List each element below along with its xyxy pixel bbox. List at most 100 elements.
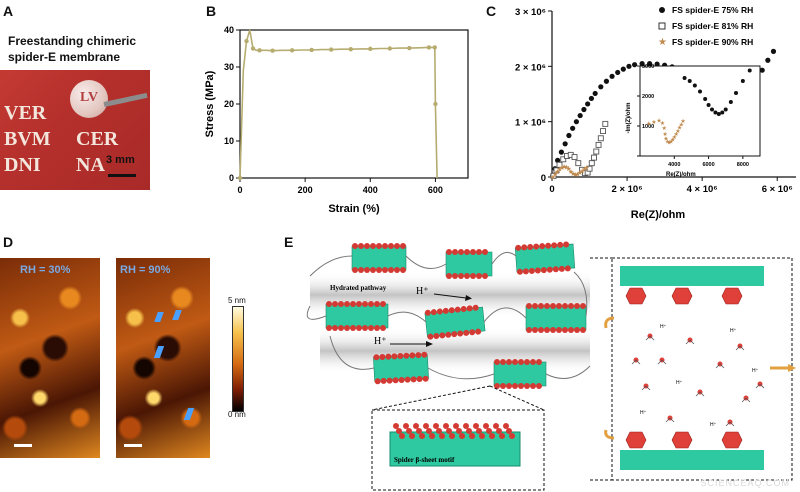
residue-bottom (380, 377, 387, 384)
ion-label-3: H⁺ (752, 368, 759, 374)
inset-point-90: ★ (662, 131, 667, 138)
residue-top (368, 301, 374, 307)
residue-top (580, 303, 586, 309)
residue-bottom (376, 267, 382, 273)
afm-scale-bar-30 (14, 444, 32, 447)
residue-bottom (530, 383, 536, 389)
c-point-75 (626, 63, 632, 69)
residue-top (379, 353, 386, 360)
peptide-strand (545, 365, 591, 379)
b-data-point (368, 46, 373, 52)
residue-top (382, 243, 388, 249)
water-bond (665, 417, 671, 423)
residue-bottom (398, 376, 405, 383)
motif-residue (479, 433, 485, 439)
residue-bottom (534, 267, 541, 274)
residue-top (446, 249, 452, 255)
afm-image-30: RH = 30% (0, 258, 100, 458)
c-ytick-label: 3 × 10⁶ (515, 7, 546, 18)
residue-bottom (494, 383, 500, 389)
schematic-diagram: Hydrated pathway H⁺ H⁺ Spider β-sheet mo… (306, 241, 796, 491)
c-xtick-label: 4 × 10⁶ (687, 184, 718, 195)
b-ytick-label: 20 (224, 99, 234, 109)
charged-residue (671, 287, 693, 305)
residue-top (551, 242, 558, 249)
residue-bottom (392, 377, 399, 384)
legend-75: FS spider-E 75% RH (672, 5, 753, 15)
residue-bottom (526, 327, 532, 333)
c-point-75 (770, 48, 777, 54)
motif-residue (449, 433, 455, 439)
beta-sheet-block (424, 304, 486, 340)
c-point-75 (573, 119, 579, 125)
c-point-75 (654, 61, 660, 67)
nyquist-xlabel: Re(Z)/ohm (631, 209, 686, 221)
residue-top (464, 249, 470, 255)
c-xtick-label: 0 (549, 184, 554, 195)
residue-top (409, 352, 416, 359)
b-xtick-label: 0 (237, 185, 242, 195)
colorbar-bottom-label: 0 nm (228, 410, 246, 419)
residue-top (470, 249, 476, 255)
residue-bottom (344, 325, 350, 331)
photo-letters-3: DNI (4, 154, 41, 176)
inset-point-90: ★ (670, 137, 675, 144)
residue-top (472, 304, 479, 311)
charged-residue (625, 431, 647, 449)
inset-point-90: ★ (651, 119, 656, 126)
residue-bottom (416, 376, 423, 383)
motif-residue (509, 433, 515, 439)
residue-top (424, 309, 431, 316)
residue-top (530, 359, 536, 365)
inset-point-90: ★ (656, 118, 661, 125)
peptide-strand (573, 271, 588, 317)
water-bond (669, 417, 675, 423)
legend-marker-81 (658, 22, 666, 30)
residue-bottom (482, 273, 488, 279)
inset-point-75 (734, 91, 738, 95)
residue-top (448, 307, 455, 314)
motif-residue (436, 428, 442, 434)
residue-top (536, 359, 542, 365)
c-point-90: ★ (563, 163, 569, 171)
charged-residue (625, 287, 647, 305)
residue-top (532, 303, 538, 309)
residue-bottom (445, 331, 452, 338)
legend-81: FS spider-E 81% RH (672, 21, 753, 31)
residue-bottom (370, 267, 376, 273)
water-bond (685, 339, 691, 345)
stress-strain-ylabel: Stress (MPa) (204, 70, 216, 137)
residue-bottom (364, 267, 370, 273)
residue-top (376, 243, 382, 249)
c-point-81 (571, 154, 578, 161)
residue-bottom (439, 332, 446, 339)
residue-top (415, 352, 422, 359)
legend-marker-90: ★ (658, 37, 667, 48)
c-point-90: ★ (559, 164, 565, 172)
b-ytick-label: 40 (224, 25, 234, 35)
peptide-strand (306, 305, 327, 320)
b-xtick-label: 200 (298, 185, 313, 195)
c-point-81 (550, 172, 557, 179)
residue-top (356, 301, 362, 307)
water-marker-2 (172, 310, 182, 320)
residue-top (374, 301, 380, 307)
c-point-75 (765, 57, 771, 63)
residue-bottom (550, 327, 556, 333)
b-data-point (309, 47, 314, 53)
peptide-strand (309, 255, 353, 277)
water-bond (745, 397, 751, 403)
inset-point-75 (710, 107, 714, 112)
panel-a-caption-line1: Freestanding chimeric (8, 34, 137, 48)
membrane-photo: VER BVM DNI CER NA LV 3 mm (0, 70, 150, 190)
residue-bottom (470, 273, 476, 279)
residue-bottom (326, 325, 332, 331)
beta-sheet-body (351, 245, 407, 271)
residue-top (370, 243, 376, 249)
inset-point-90: ★ (679, 121, 684, 128)
b-data-point (257, 48, 262, 53)
residue-bottom (451, 331, 458, 338)
c-point-81 (600, 128, 607, 135)
b-data-point (250, 46, 256, 51)
beta-sheet-body (493, 361, 547, 387)
